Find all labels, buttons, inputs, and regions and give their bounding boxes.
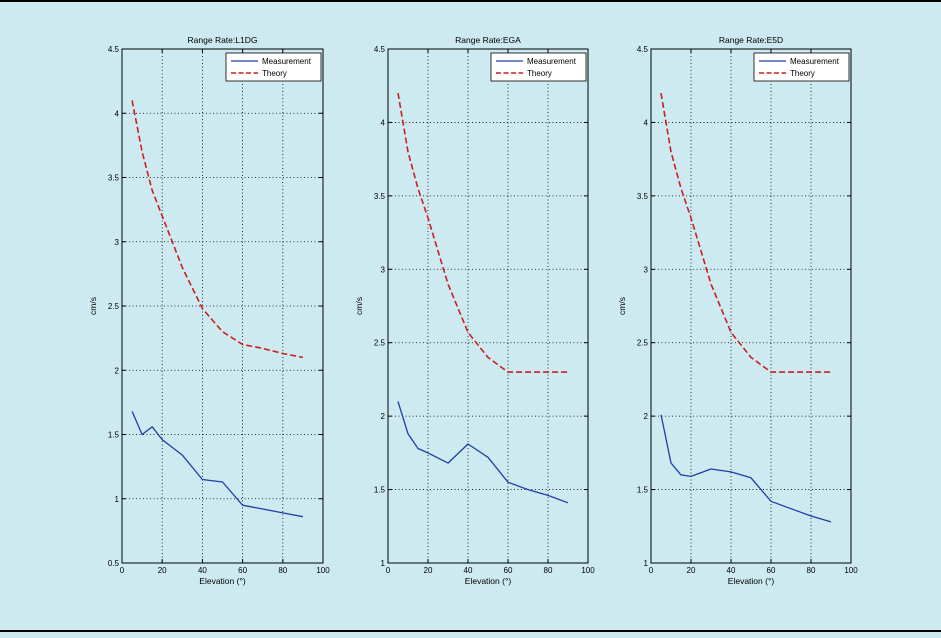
y-tick-label: 4 (644, 118, 649, 127)
legend: Measurement Theory (754, 53, 849, 81)
x-tick-label: 0 (120, 566, 125, 575)
plot-area (651, 49, 851, 563)
chart-panel-1: 0 20 40 60 80 100 0.5 1 1.5 2 2.5 3 3.5 4 4.5 Range Rat… (88, 35, 330, 586)
x-axis-label: Elevation (°) (465, 576, 512, 586)
x-tick-label: 80 (807, 566, 816, 575)
plot-area (122, 49, 323, 563)
y-tick-label: 1.5 (637, 486, 649, 495)
y-tick-label: 2 (381, 412, 386, 421)
x-tick-label: 0 (386, 566, 391, 575)
legend-label-theory: Theory (527, 69, 552, 78)
y-tick-label: 4.5 (637, 45, 649, 54)
legend-label-theory: Theory (262, 69, 287, 78)
y-axis-label: cm/s (88, 297, 98, 315)
y-tick-label: 1 (381, 559, 386, 568)
y-tick-label: 3 (644, 265, 649, 274)
y-tick-label: 4.5 (374, 45, 386, 54)
y-tick-label: 3.5 (374, 192, 386, 201)
legend: Measurement Theory (491, 53, 586, 81)
legend-label-measurement: Measurement (262, 57, 312, 66)
x-tick-label: 20 (424, 566, 433, 575)
x-tick-label: 80 (544, 566, 553, 575)
y-tick-label: 2.5 (374, 339, 386, 348)
y-tick-label: 4 (115, 109, 120, 118)
y-tick-label: 1.5 (374, 486, 386, 495)
y-tick-label: 2 (115, 366, 120, 375)
legend-label-theory: Theory (790, 69, 815, 78)
y-axis-label: cm/s (617, 297, 627, 315)
x-tick-label: 60 (238, 566, 247, 575)
bottom-border (0, 630, 941, 632)
x-tick-label: 40 (464, 566, 473, 575)
legend: Measurement Theory (226, 53, 321, 81)
y-axis-label: cm/s (354, 297, 364, 315)
y-tick-label: 2.5 (637, 339, 649, 348)
top-border (0, 0, 941, 2)
y-tick-label: 1.5 (108, 431, 120, 440)
x-tick-label: 60 (504, 566, 513, 575)
x-tick-label: 80 (278, 566, 287, 575)
legend-label-measurement: Measurement (790, 57, 840, 66)
x-tick-label: 40 (198, 566, 207, 575)
x-tick-label: 40 (727, 566, 736, 575)
y-tick-label: 3 (381, 265, 386, 274)
y-tick-label: 2.5 (108, 302, 120, 311)
x-axis-label: Elevation (°) (728, 576, 775, 586)
x-tick-label: 0 (649, 566, 654, 575)
chart-panel-2: 0 20 40 60 80 100 1 1.5 2 2.5 3 3.5 4 4.5 Range Rate:E… (354, 35, 595, 586)
chart-title: Range Rate:E5D (719, 35, 783, 45)
y-tick-label: 4.5 (108, 45, 120, 54)
x-tick-label: 20 (687, 566, 696, 575)
y-tick-label: 3 (115, 238, 120, 247)
x-tick-label: 100 (581, 566, 595, 575)
y-tick-label: 0.5 (108, 559, 120, 568)
chart-panel-3: 0 20 40 60 80 100 1 1.5 2 2.5 3 3.5 4 4.5 Range Rate:E… (617, 35, 858, 586)
y-tick-label: 3.5 (108, 174, 120, 183)
chart-title: Range Rate:EGA (455, 35, 521, 45)
plot-area (388, 49, 588, 563)
x-tick-label: 60 (767, 566, 776, 575)
y-tick-label: 1 (115, 495, 120, 504)
x-tick-label: 100 (316, 566, 330, 575)
x-tick-label: 20 (158, 566, 167, 575)
y-tick-label: 3.5 (637, 192, 649, 201)
chart-title: Range Rate:L1DG (188, 35, 258, 45)
x-axis-label: Elevation (°) (199, 576, 246, 586)
y-tick-label: 2 (644, 412, 649, 421)
legend-label-measurement: Measurement (527, 57, 577, 66)
y-tick-label: 4 (381, 118, 386, 127)
y-tick-label: 1 (644, 559, 649, 568)
x-tick-label: 100 (844, 566, 858, 575)
